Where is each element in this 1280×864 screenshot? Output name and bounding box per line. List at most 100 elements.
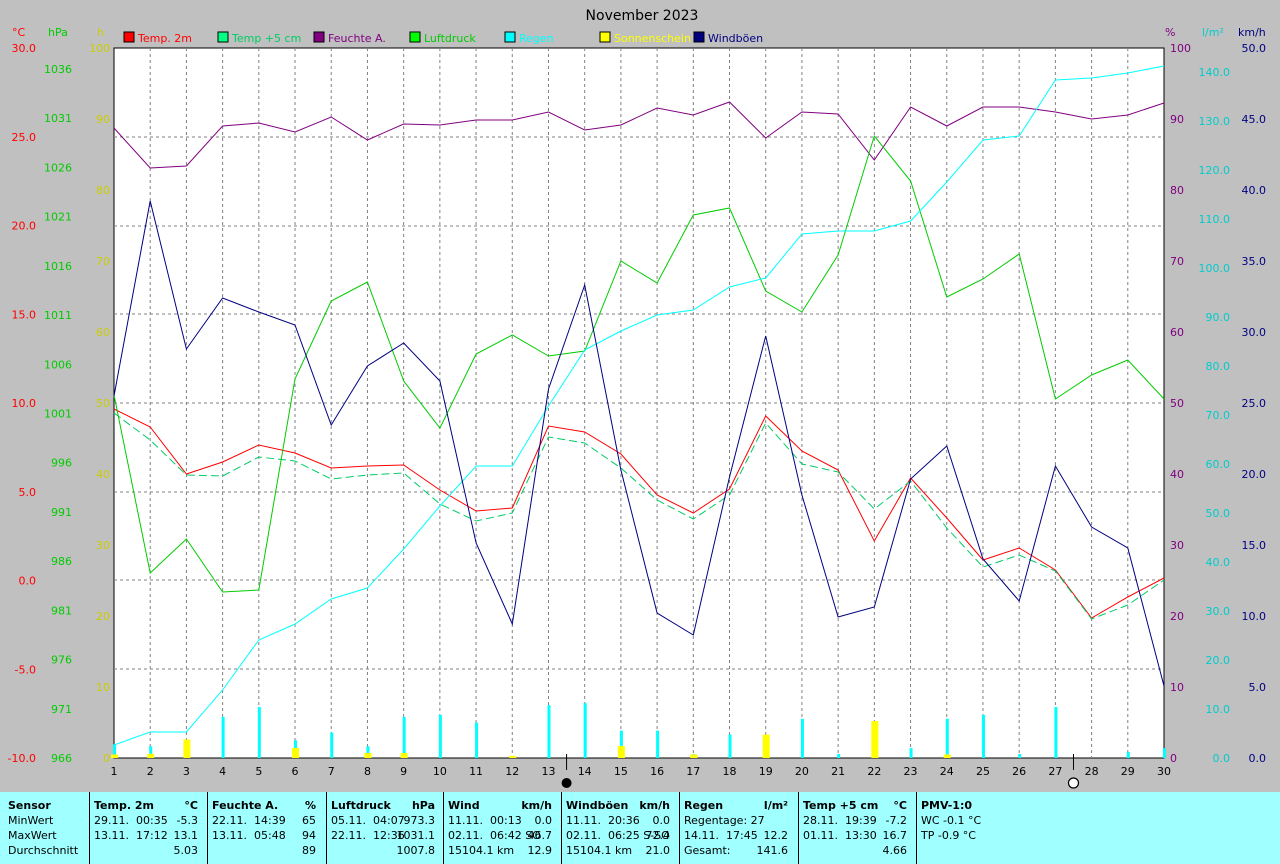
humidity-tick-label: 40 bbox=[1170, 468, 1184, 481]
chart-title: November 2023 bbox=[586, 8, 699, 24]
stats-value: 94 bbox=[302, 829, 316, 842]
wind-tick-label: 20.0 bbox=[1242, 468, 1267, 481]
stats-cell: MinWert bbox=[8, 814, 54, 827]
pressure-tick-label: 1036 bbox=[44, 63, 72, 76]
stats-value: 0.0 bbox=[534, 814, 553, 827]
hours-tick-label: 90 bbox=[96, 113, 110, 126]
pressure-tick-label: 1006 bbox=[44, 358, 72, 371]
pressure-tick-label: 1026 bbox=[44, 161, 72, 174]
humidity-axis-unit: % bbox=[1165, 26, 1175, 39]
wind-tick-label: 15.0 bbox=[1242, 539, 1267, 552]
rain-bar bbox=[619, 730, 623, 758]
legend-swatch bbox=[123, 31, 135, 43]
stats-cell: 02.11. bbox=[448, 829, 483, 842]
stats-row: Gesamt: 141.6 bbox=[684, 843, 792, 858]
temp-tick-label: 20.0 bbox=[12, 220, 37, 233]
stats-cell: 13.11. bbox=[94, 829, 129, 842]
x-tick-label: 11 bbox=[469, 765, 483, 778]
stats-cell: Temp. 2m bbox=[94, 799, 154, 812]
stats-cell: 15104.1 km bbox=[448, 844, 515, 857]
stats-column: Windböen km/h 11.11. 20:36 0.0 02.11. 06:25 S-… bbox=[566, 792, 674, 864]
stats-cell: Luftdruck bbox=[331, 799, 391, 812]
stats-value: 13.1 bbox=[173, 829, 199, 842]
series-line-luftdruck bbox=[113, 134, 1165, 593]
stats-row bbox=[921, 843, 1001, 858]
humidity-tick-label: 100 bbox=[1170, 42, 1191, 55]
stats-cell: 04:07 bbox=[373, 814, 405, 827]
x-tick-label: 19 bbox=[759, 765, 773, 778]
humidity-tick-label: 80 bbox=[1170, 184, 1184, 197]
hours-tick-label: 70 bbox=[96, 255, 110, 268]
stats-value: % bbox=[304, 799, 316, 812]
stats-row: 02.11. 06:42 SO 46.7 bbox=[448, 828, 556, 843]
rain-bar bbox=[402, 716, 406, 758]
stats-header: Feuchte A.% bbox=[212, 798, 320, 813]
stats-header: Luftdruck hPa bbox=[331, 798, 439, 813]
stats-cell: Gesamt: bbox=[684, 844, 731, 857]
sunshine-bar bbox=[762, 734, 770, 758]
sunshine-bar bbox=[111, 754, 118, 758]
pressure-tick-label: 971 bbox=[51, 703, 72, 716]
rain-bar bbox=[1054, 707, 1058, 758]
rain-bar bbox=[366, 746, 370, 758]
stats-cell: 12:36 bbox=[373, 829, 405, 842]
stats-value: hPa bbox=[411, 799, 435, 812]
stats-value: 12.2 bbox=[763, 829, 789, 842]
stats-value: -5.3 bbox=[176, 814, 198, 827]
stats-row: TP -0.9 °C bbox=[921, 828, 1001, 843]
stats-cell: 05:48 bbox=[254, 829, 286, 842]
rain-bar bbox=[728, 734, 732, 758]
stats-cell: Feuchte A. bbox=[212, 799, 279, 812]
stats-cell: 17:45 bbox=[726, 829, 758, 842]
stats-separator bbox=[679, 792, 680, 864]
new-moon-icon bbox=[561, 778, 572, 788]
stats-cell: Regentage: 27 bbox=[684, 814, 765, 827]
x-tick-label: 27 bbox=[1048, 765, 1062, 778]
stats-cell: 28.11. bbox=[803, 814, 838, 827]
rain-bar bbox=[909, 748, 913, 758]
sunshine-bar bbox=[400, 753, 408, 758]
stats-column: Temp +5 cm °C 28.11. 19:39 -7.2 01.11. 13:30 16… bbox=[803, 792, 911, 864]
rain-tick-label: 110.0 bbox=[1199, 213, 1231, 226]
pressure-tick-label: 981 bbox=[51, 604, 72, 617]
stats-header: Sensor bbox=[8, 798, 86, 813]
hours-tick-label: 20 bbox=[96, 610, 110, 623]
stats-column: Wind km/h 11.11. 00:13 0.0 02.11. 06:42 SO 46.7… bbox=[448, 792, 556, 864]
stats-value: 1007.8 bbox=[396, 844, 436, 857]
stats-row: WC -0.1 °C bbox=[921, 813, 1001, 828]
rain-bar bbox=[1018, 754, 1022, 758]
stats-cell: 22.11. bbox=[212, 814, 247, 827]
x-tick-label: 3 bbox=[183, 765, 190, 778]
series-line-feuchte-a- bbox=[113, 101, 1165, 169]
x-tick-label: 1 bbox=[111, 765, 118, 778]
series-line-temp-5-cm bbox=[113, 412, 1165, 620]
stats-row: 15104.1 km 12.9 bbox=[448, 843, 556, 858]
humidity-tick-label: 70 bbox=[1170, 255, 1184, 268]
legend-swatch bbox=[504, 31, 516, 43]
stats-cell: 13:30 bbox=[845, 829, 877, 842]
series-line-regen bbox=[113, 65, 1165, 746]
pressure-tick-label: 986 bbox=[51, 555, 72, 568]
stats-column: Temp. 2m °C 29.11. 00:35 -5.3 13.11. 17:12 13.1… bbox=[94, 792, 202, 864]
x-tick-label: 13 bbox=[541, 765, 555, 778]
legend-swatch bbox=[409, 31, 421, 43]
humidity-tick-label: 20 bbox=[1170, 610, 1184, 623]
rain-tick-label: 100.0 bbox=[1199, 262, 1231, 275]
temp-axis-unit: °C bbox=[12, 26, 26, 39]
rain-tick-label: 60.0 bbox=[1206, 458, 1231, 471]
x-tick-label: 28 bbox=[1085, 765, 1099, 778]
humidity-tick-label: 0 bbox=[1170, 752, 1177, 765]
stats-cell: Temp +5 cm bbox=[803, 799, 879, 812]
sunshine-bar bbox=[364, 753, 372, 758]
stats-row: 22.11. 14:39 65 bbox=[212, 813, 320, 828]
grid bbox=[114, 48, 1164, 758]
stats-row: 14.11. 17:45 12.2 bbox=[684, 828, 792, 843]
stats-value: 0.0 bbox=[652, 814, 671, 827]
sunshine-bar bbox=[871, 721, 879, 758]
pressure-tick-label: 991 bbox=[51, 506, 72, 519]
stats-value: 89 bbox=[302, 844, 316, 857]
stats-cell: 11.11. bbox=[566, 814, 601, 827]
rain-bar bbox=[113, 744, 116, 758]
x-tick-label: 22 bbox=[867, 765, 881, 778]
stats-cell: 19:39 bbox=[845, 814, 877, 827]
